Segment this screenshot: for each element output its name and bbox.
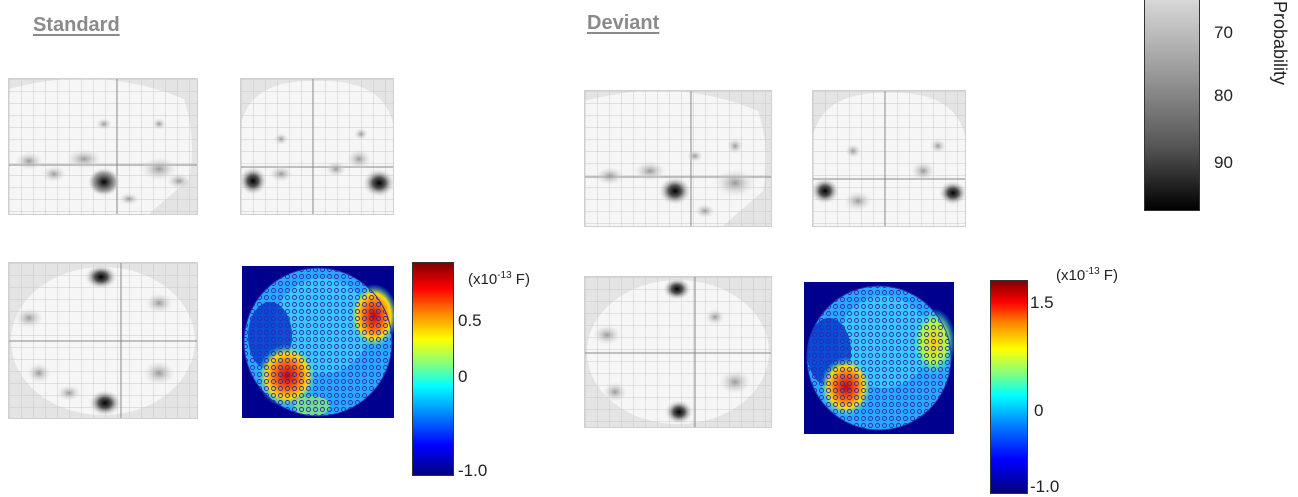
unit-suffix: F) bbox=[1099, 267, 1118, 284]
unit-prefix: (x10 bbox=[468, 271, 498, 288]
standard-colorbar bbox=[412, 262, 454, 476]
standard-colorbar-unit: (x10-13 F) bbox=[468, 270, 530, 288]
standard-colorbar-tick: 0 bbox=[458, 367, 468, 386]
standard-axial-glass-brain bbox=[8, 262, 198, 419]
deviant-colorbar bbox=[990, 280, 1028, 494]
deviant-colorbar-tick: 1.5 bbox=[1030, 293, 1054, 312]
unit-suffix: F) bbox=[511, 271, 530, 288]
standard-colorbar-tick: 0.5 bbox=[458, 311, 482, 330]
standard-coronal-glass-brain bbox=[240, 78, 394, 215]
unit-exponent: -13 bbox=[497, 270, 512, 281]
standard-colorbar-tick: -1.0 bbox=[458, 461, 488, 480]
deviant-heading: Deviant bbox=[587, 12, 660, 34]
probability-grayscale-colorbar bbox=[1144, 0, 1200, 211]
deviant-colorbar-tick: -1.0 bbox=[1030, 477, 1060, 496]
unit-exponent: -13 bbox=[1085, 266, 1100, 277]
probability-axis-label: n Probability bbox=[1270, 0, 1290, 86]
deviant-coronal-glass-brain bbox=[812, 90, 966, 227]
deviant-axial-glass-brain bbox=[584, 276, 772, 428]
standard-sagittal-glass-brain bbox=[8, 78, 198, 215]
deviant-colorbar-tick: 0 bbox=[1034, 401, 1044, 420]
probability-tick: 90 bbox=[1214, 153, 1233, 172]
deviant-sagittal-glass-brain bbox=[584, 90, 772, 227]
deviant-topographic-map bbox=[804, 282, 954, 434]
unit-prefix: (x10 bbox=[1056, 267, 1086, 284]
standard-topographic-map bbox=[242, 266, 394, 418]
deviant-colorbar-unit: (x10-13 F) bbox=[1056, 266, 1118, 284]
probability-tick: 70 bbox=[1214, 23, 1233, 42]
probability-tick: 80 bbox=[1214, 86, 1233, 105]
standard-heading: Standard bbox=[33, 14, 120, 36]
